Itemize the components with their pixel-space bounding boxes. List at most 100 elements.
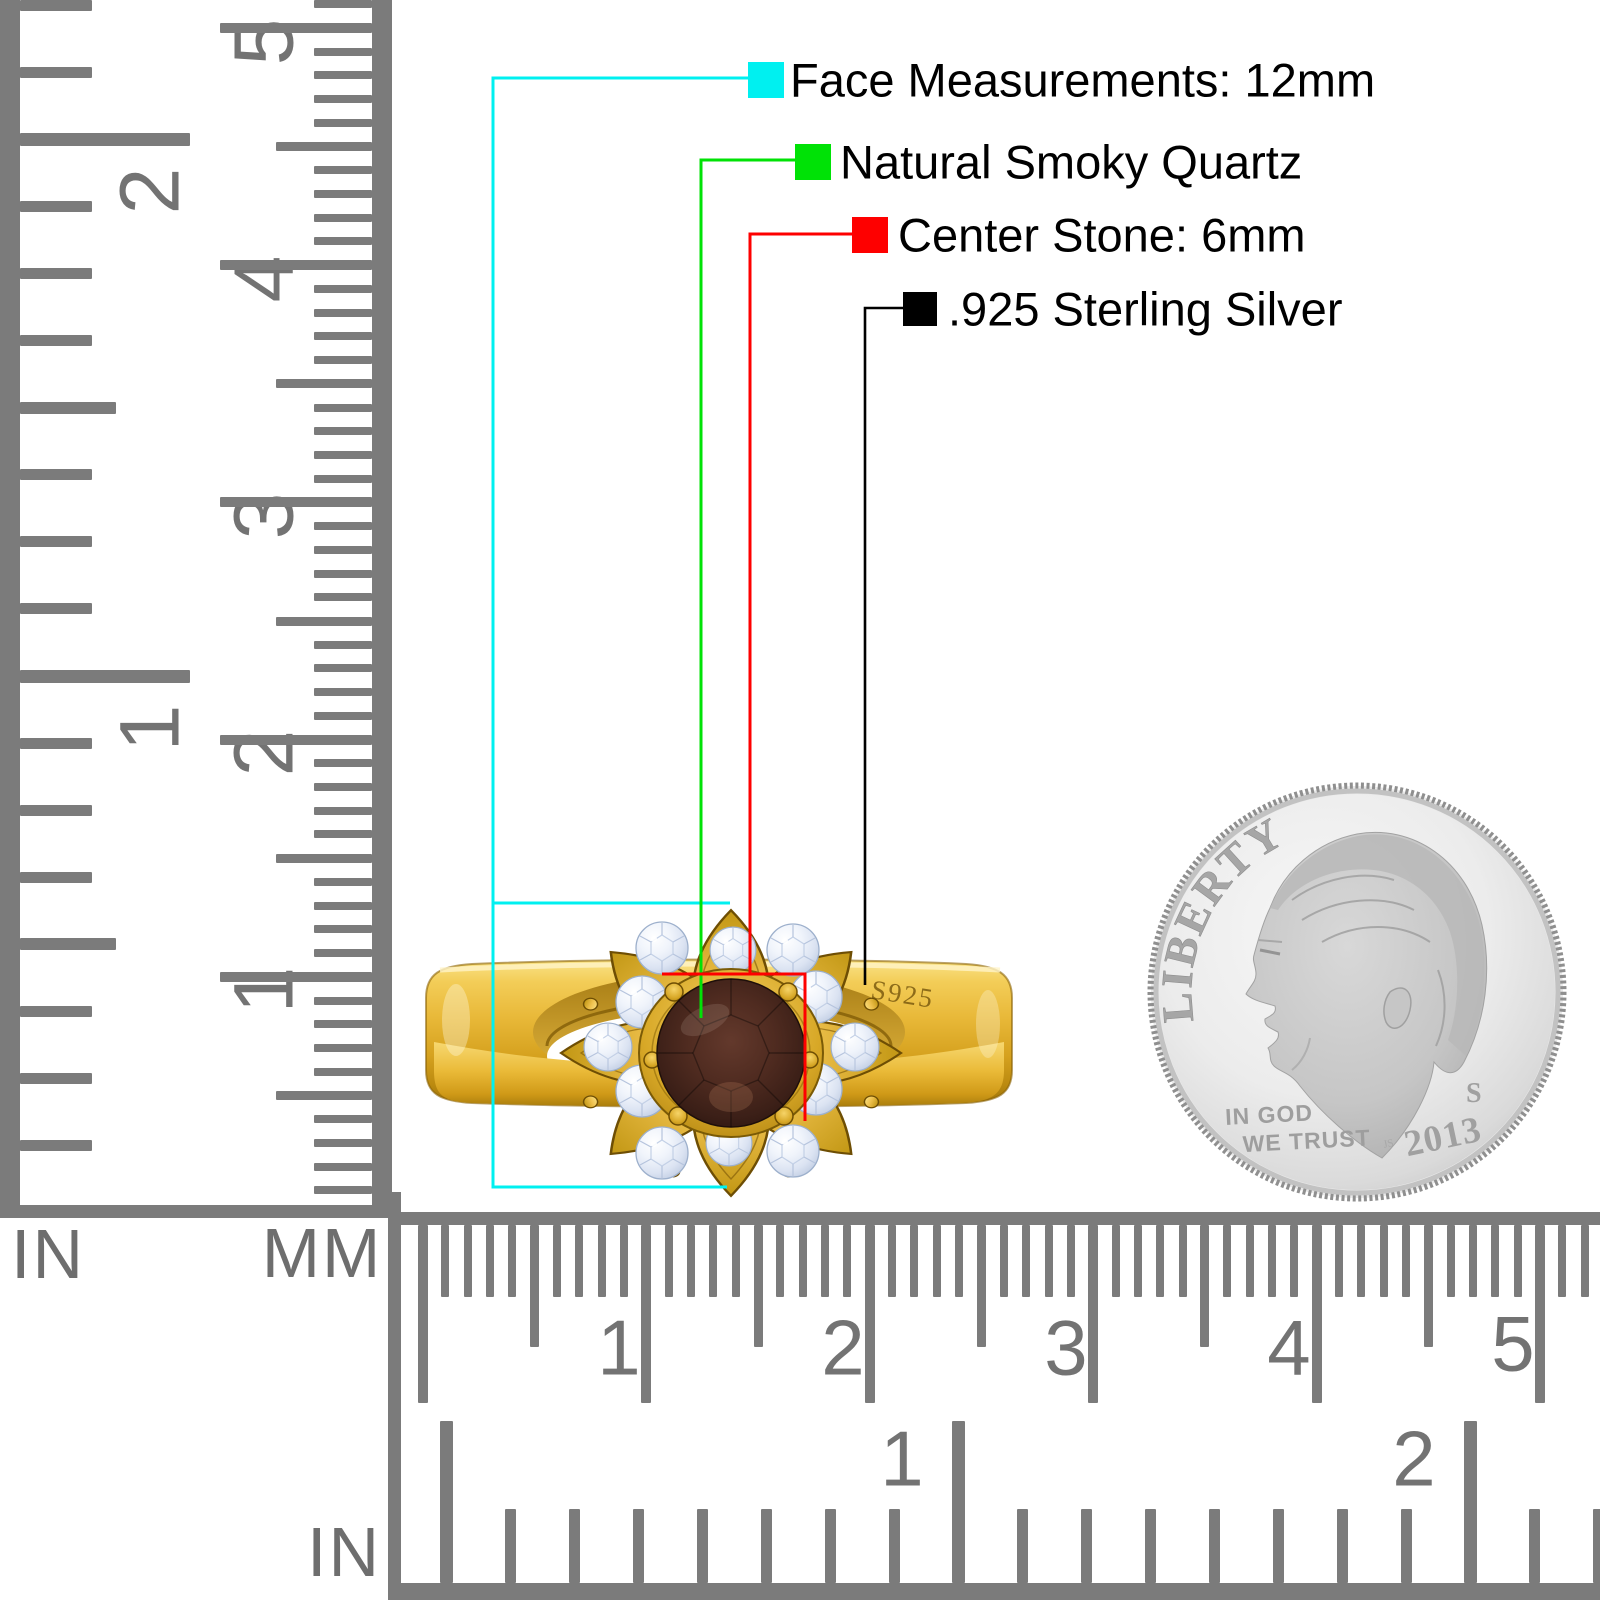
accent-stone: [709, 926, 757, 974]
ruler-tick: [1423, 1225, 1433, 1347]
ruler-tick: [276, 1090, 372, 1100]
ruler-tick: [314, 284, 372, 293]
ruler-number: 3: [1044, 1303, 1088, 1392]
accent-stone: [635, 1126, 689, 1180]
ruler-tick: [439, 1421, 453, 1583]
ruler-tick: [20, 66, 92, 78]
ruler-tick: [314, 640, 372, 649]
ruler-tick: [1513, 1225, 1522, 1297]
ruler-tick: [951, 1421, 965, 1583]
ruler-tick: [864, 1225, 875, 1403]
ruler-unit-label-mm: MM: [261, 1214, 383, 1292]
ruler-tick: [508, 1225, 517, 1297]
ruler-tick: [220, 260, 372, 271]
ruler-tick: [20, 871, 92, 883]
accent-stone: [766, 923, 820, 977]
ruler-tick: [1044, 1225, 1053, 1297]
ruler-number: 2: [821, 1303, 865, 1392]
ruler-number: 1: [597, 1303, 641, 1392]
ruler-number: 4: [1267, 1303, 1311, 1392]
ruler-tick: [276, 853, 372, 863]
ruler-tick: [1400, 1509, 1412, 1583]
ruler-tick: [20, 536, 92, 548]
ruler-tick: [20, 737, 92, 749]
ruler-tick: [20, 1006, 92, 1017]
ruler-tick: [1016, 1509, 1028, 1583]
ruler-tick: [553, 1225, 562, 1297]
ruler-tick: [418, 1225, 428, 1403]
ruler-tick: [1311, 1225, 1322, 1403]
ruler-tick: [1223, 1225, 1232, 1297]
ruler-tick: [314, 783, 372, 792]
ruler-tick: [687, 1225, 696, 1297]
ruler-tick: [314, 593, 372, 602]
ruler-tick: [314, 545, 372, 554]
ruler-tick: [776, 1225, 785, 1297]
vertical-mm-ruler-edge-bar: [372, 0, 392, 1218]
ruler-tick: [910, 1225, 919, 1297]
legend-color-swatch-green: [795, 144, 831, 180]
ruler-tick: [798, 1225, 807, 1297]
ruler-tick: [314, 308, 372, 317]
legend-color-swatch-cyan: [748, 62, 784, 98]
ruler-tick: [314, 522, 372, 531]
ring-halo-flower: [559, 908, 903, 1198]
ruler-tick: [314, 403, 372, 412]
ruler-tick: [314, 759, 372, 768]
ruler-tick: [20, 0, 92, 11]
ear: [1383, 987, 1412, 1029]
ruler-number: 2: [102, 167, 197, 215]
legend-label: Natural Smoky Quartz: [840, 135, 1303, 189]
ruler-tick: [314, 1186, 372, 1195]
ruler-tick: [1144, 1509, 1156, 1583]
roosevelt-portrait: [1245, 831, 1488, 1159]
legend-color-swatch-black: [903, 292, 937, 326]
ruler-tick: [1080, 1509, 1092, 1583]
ruler-tick: [314, 877, 372, 886]
ruler-tick: [530, 1225, 540, 1347]
horizontal-mm-ruler-edge-bar: [388, 1212, 1600, 1225]
ruler-tick: [20, 669, 190, 683]
ruler-tick: [314, 664, 372, 673]
ruler-tick: [753, 1225, 763, 1347]
legend-color-swatch-red: [852, 217, 888, 253]
ruler-tick: [568, 1509, 580, 1583]
ruler-tick: [999, 1225, 1008, 1297]
ruler-tick: [575, 1225, 584, 1297]
ruler-tick: [1245, 1225, 1254, 1297]
accent-stone: [766, 1124, 820, 1178]
ruler-tick: [314, 474, 372, 483]
gold-bead: [863, 1095, 880, 1109]
ruler-tick: [504, 1509, 516, 1583]
ruler-tick: [1401, 1225, 1410, 1297]
ruler-tick: [314, 1162, 372, 1171]
ruler-tick: [463, 1225, 472, 1297]
ruler-tick: [314, 1115, 372, 1124]
ruler-tick: [1111, 1225, 1120, 1297]
ruler-tick: [314, 830, 372, 839]
gold-bead: [863, 997, 880, 1011]
ruler-tick: [709, 1225, 718, 1297]
ruler-tick: [314, 925, 372, 934]
ruler-tick: [597, 1225, 606, 1297]
ruler-tick: [843, 1225, 852, 1297]
ruler-tick: [1267, 1225, 1276, 1297]
ruler-tick: [276, 142, 372, 152]
ruler-tick: [1357, 1225, 1366, 1297]
coin-mint-mark: S: [1466, 1078, 1482, 1109]
ruler-tick: [486, 1225, 495, 1297]
ruler-tick: [20, 401, 116, 414]
ruler-tick: [641, 1225, 652, 1403]
ruler-tick: [314, 450, 372, 459]
ruler-tick: [314, 190, 372, 199]
ruler-tick: [314, 1138, 372, 1147]
svg-text:IN GOD: IN GOD: [1225, 1099, 1314, 1130]
ruler-tick: [731, 1225, 740, 1297]
ruler-tick: [314, 71, 372, 80]
ruler-tick: [314, 901, 372, 910]
ruler-tick: [977, 1225, 986, 1347]
ruler-tick: [314, 806, 372, 815]
horizontal-ruler-left-bar: [388, 1192, 401, 1600]
ruler-tick: [314, 427, 372, 436]
